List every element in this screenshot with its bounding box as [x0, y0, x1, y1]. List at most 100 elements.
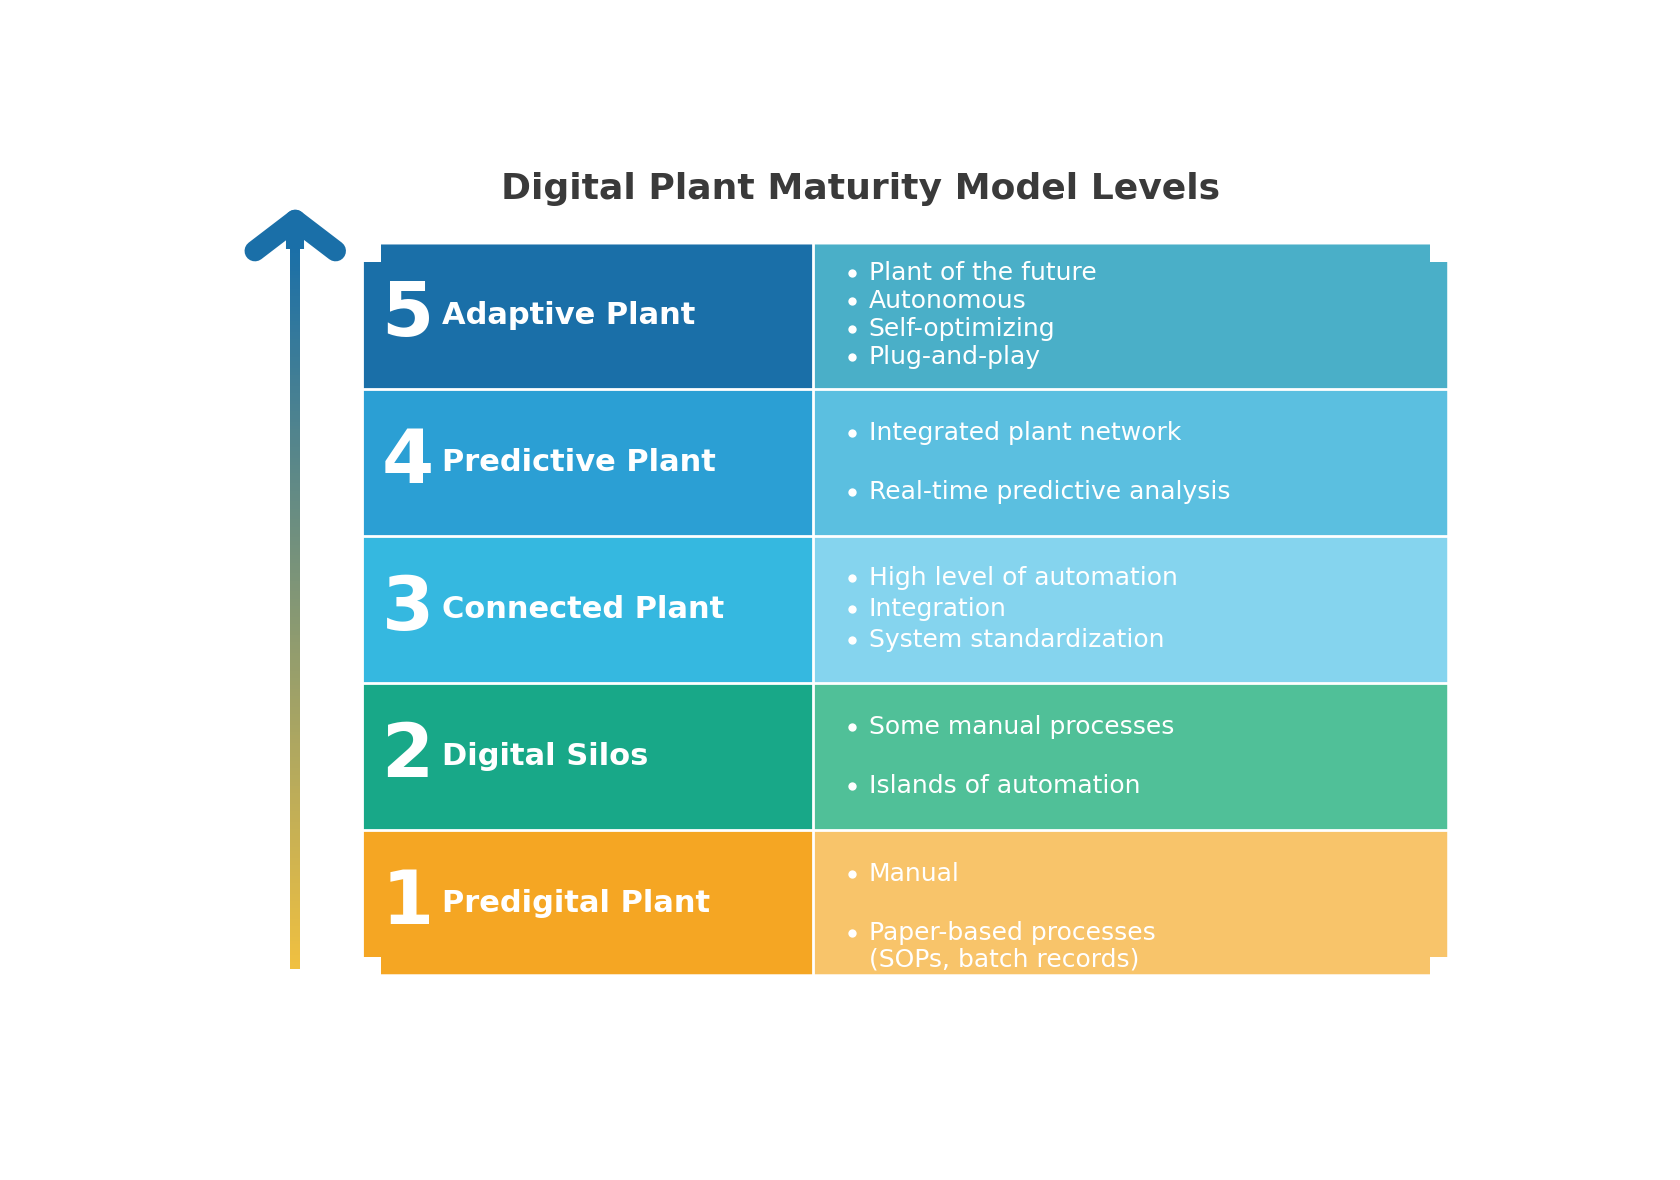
Polygon shape [291, 768, 301, 772]
Polygon shape [291, 598, 301, 602]
Polygon shape [291, 396, 301, 400]
Polygon shape [291, 830, 301, 833]
Polygon shape [291, 261, 301, 264]
Polygon shape [291, 382, 301, 386]
Text: Integration: Integration [869, 597, 1006, 622]
Polygon shape [291, 837, 301, 840]
Polygon shape [291, 735, 301, 739]
Polygon shape [291, 419, 301, 422]
Polygon shape [291, 749, 301, 753]
Text: Predictive Plant: Predictive Plant [442, 447, 716, 477]
Polygon shape [291, 577, 301, 581]
Polygon shape [291, 905, 301, 909]
Polygon shape [291, 897, 301, 902]
Polygon shape [291, 674, 301, 677]
Text: 1: 1 [381, 867, 433, 940]
Polygon shape [291, 681, 301, 684]
Polygon shape [291, 761, 301, 765]
Polygon shape [291, 584, 301, 588]
Text: 3: 3 [381, 572, 433, 645]
Polygon shape [291, 710, 301, 714]
Polygon shape [291, 703, 301, 707]
Polygon shape [291, 689, 301, 693]
Polygon shape [291, 772, 301, 775]
Text: Connected Plant: Connected Plant [442, 595, 724, 624]
Polygon shape [291, 782, 301, 786]
Polygon shape [291, 951, 301, 955]
Polygon shape [291, 739, 301, 742]
Polygon shape [291, 847, 301, 851]
Polygon shape [291, 412, 301, 415]
Polygon shape [291, 948, 301, 951]
FancyBboxPatch shape [361, 242, 813, 388]
Polygon shape [291, 937, 301, 940]
Polygon shape [291, 282, 301, 286]
Polygon shape [291, 379, 301, 382]
Polygon shape [291, 861, 301, 865]
Polygon shape [291, 653, 301, 656]
Polygon shape [291, 340, 301, 343]
Polygon shape [291, 494, 301, 498]
Polygon shape [291, 375, 301, 379]
Polygon shape [361, 957, 381, 977]
Text: Adaptive Plant: Adaptive Plant [442, 301, 696, 329]
Polygon shape [291, 310, 301, 314]
Polygon shape [291, 962, 301, 965]
Text: Paper-based processes: Paper-based processes [869, 920, 1156, 945]
Text: 5: 5 [381, 278, 433, 352]
Polygon shape [291, 638, 301, 642]
Polygon shape [291, 358, 301, 361]
Polygon shape [291, 454, 301, 458]
Polygon shape [291, 588, 301, 591]
Polygon shape [291, 779, 301, 782]
Polygon shape [291, 756, 301, 761]
Polygon shape [291, 714, 301, 717]
Polygon shape [291, 591, 301, 595]
Polygon shape [291, 303, 301, 307]
Polygon shape [291, 317, 301, 321]
Polygon shape [291, 437, 301, 440]
Polygon shape [291, 361, 301, 365]
Polygon shape [291, 700, 301, 703]
Polygon shape [291, 786, 301, 789]
Polygon shape [291, 933, 301, 937]
Polygon shape [291, 533, 301, 537]
Polygon shape [291, 458, 301, 461]
Polygon shape [291, 372, 301, 375]
Polygon shape [291, 509, 301, 512]
Polygon shape [291, 909, 301, 912]
Text: 2: 2 [381, 720, 433, 793]
Polygon shape [291, 865, 301, 868]
Polygon shape [291, 742, 301, 746]
Text: 4: 4 [381, 426, 433, 499]
Polygon shape [291, 433, 301, 437]
Text: Autonomous: Autonomous [869, 289, 1026, 313]
Polygon shape [291, 426, 301, 430]
FancyBboxPatch shape [361, 830, 813, 977]
Polygon shape [1430, 957, 1450, 977]
Text: Plug-and-play: Plug-and-play [869, 345, 1042, 369]
Polygon shape [291, 444, 301, 447]
Polygon shape [291, 854, 301, 858]
Text: Digital Silos: Digital Silos [442, 742, 648, 771]
Polygon shape [291, 516, 301, 519]
Polygon shape [291, 498, 301, 502]
Polygon shape [291, 656, 301, 660]
Polygon shape [291, 635, 301, 638]
Polygon shape [291, 573, 301, 577]
Polygon shape [291, 321, 301, 325]
Polygon shape [291, 923, 301, 926]
Polygon shape [291, 549, 301, 552]
Polygon shape [291, 477, 301, 480]
Polygon shape [291, 293, 301, 296]
Polygon shape [291, 919, 301, 923]
Polygon shape [291, 883, 301, 886]
Polygon shape [291, 765, 301, 768]
Text: Digital Plant Maturity Model Levels: Digital Plant Maturity Model Levels [501, 172, 1221, 206]
Polygon shape [291, 642, 301, 645]
Polygon shape [291, 890, 301, 893]
Polygon shape [291, 581, 301, 584]
Polygon shape [291, 930, 301, 933]
Polygon shape [291, 505, 301, 509]
Polygon shape [291, 717, 301, 721]
